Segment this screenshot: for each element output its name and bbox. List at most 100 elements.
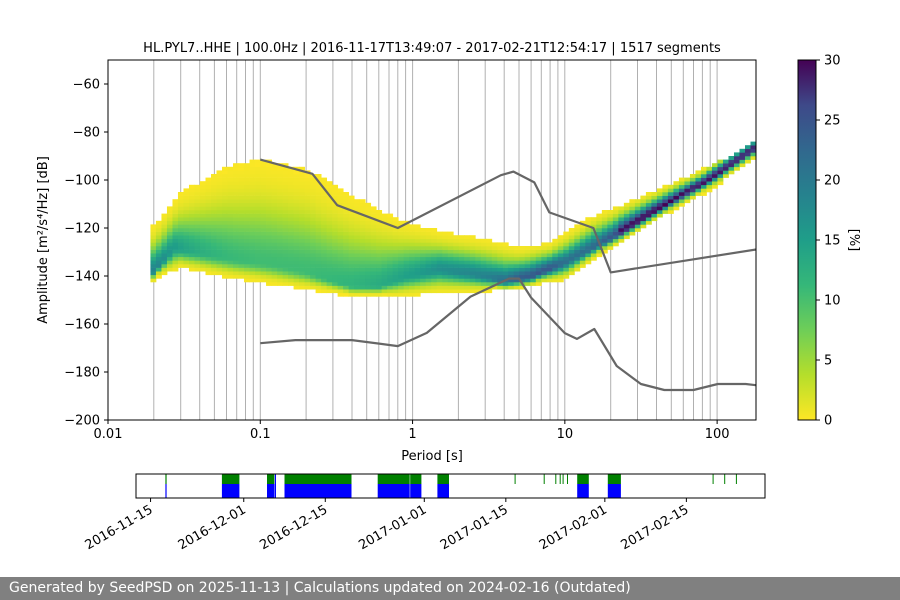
heatmap-cell [508,264,515,268]
heatmap-cell [689,177,696,182]
heatmap-cell [332,184,339,189]
heatmap-cell [161,256,168,261]
heatmap-cell [612,210,619,214]
heatmap-cell [420,238,427,243]
heatmap-cell [310,231,316,236]
heatmap-cell [348,285,355,290]
heatmap-cell [260,181,267,186]
heatmap-cell [150,264,157,268]
heatmap-cell [519,249,526,254]
heatmap-cell [585,235,592,240]
heatmap-cell [497,260,504,265]
heatmap-cell [155,267,162,272]
heatmap-cell [255,260,261,265]
heatmap-cell [376,260,383,265]
heatmap-cell [431,238,438,243]
heatmap-cell [590,220,597,225]
heatmap-cell [288,202,294,207]
heatmap-cell [381,228,388,232]
heatmap-cell [266,246,272,250]
heatmap-cell [662,199,669,204]
heatmap-cell [623,213,630,218]
heatmap-cell [321,278,328,283]
heatmap-cell [590,242,597,247]
heatmap-cell [244,195,250,200]
heatmap-cell [172,199,179,204]
heatmap-cell [684,184,691,189]
heatmap-cell [689,181,696,186]
heatmap-cell [469,238,476,243]
heatmap-cell [260,220,267,225]
heatmap-cell [651,217,658,222]
heatmap-cell [326,202,333,207]
heatmap-cell [387,289,394,294]
y-tick-label: −80 [73,126,100,141]
heatmap-cell [601,231,608,236]
heatmap-cell [194,199,201,204]
heatmap-cell [188,199,195,204]
heatmap-cell [332,220,339,225]
heatmap-cell [211,195,217,200]
heatmap-cell [211,199,217,204]
heatmap-cell [343,217,350,222]
heatmap-cell [596,246,603,250]
heatmap-cell [513,271,520,276]
heatmap-cell [541,260,548,265]
heatmap-cell [458,264,465,268]
used-tick [735,474,737,484]
heatmap-cell [480,253,487,258]
heatmap-cell [150,228,157,232]
heatmap-cell [453,267,460,272]
heatmap-cell [343,292,350,297]
heatmap-cell [359,260,366,265]
availability-timeline: 2016-11-15 2016-12-01 2016-12-15 2017-01-01… [83,473,766,553]
heatmap-cell [398,220,405,225]
heatmap-cell [365,289,372,294]
heatmap-cell [304,278,311,283]
heatmap-cell [596,235,603,240]
heatmap-cell [244,267,250,272]
heatmap-cell [166,217,173,222]
heatmap-cell [596,228,603,232]
heatmap-cell [370,224,377,229]
heatmap-cell [436,235,443,240]
heatmap-cell [255,278,261,283]
heatmap-cell [348,274,355,279]
heatmap-cell [601,213,608,218]
heatmap-cell [260,249,267,254]
heatmap-cell [640,202,647,207]
heatmap-cell [711,177,718,182]
heatmap-cell [354,249,361,254]
heatmap-cell [343,289,350,294]
heatmap-cell [728,166,735,171]
heatmap-cell [524,267,531,272]
heatmap-cell [233,177,239,182]
heatmap-cell [266,271,272,276]
heatmap-cell [271,264,278,268]
heatmap-cell [282,181,289,186]
heatmap-cell [282,271,289,276]
data-block [607,484,621,498]
heatmap-cell [249,271,256,276]
heatmap-cell [172,242,179,247]
heatmap-cell [387,217,394,222]
heatmap-cell [442,274,449,279]
heatmap-cell [431,271,438,276]
heatmap-cell [315,238,322,243]
heatmap-cell [266,202,272,207]
heatmap-cell [337,220,344,225]
heatmap-cell [497,256,504,261]
heatmap-cell [332,278,339,283]
heatmap-cell [177,260,184,265]
heatmap-cell [233,210,239,214]
heatmap-cell [486,264,493,268]
heatmap-cell [513,256,520,261]
heatmap-cell [420,289,427,294]
heatmap-cell [321,184,328,189]
nhnm-curve [260,158,756,274]
heatmap-cell [315,192,322,196]
x-tick-label: 100 [705,427,730,442]
heatmap-cell [216,246,223,250]
heatmap-cell [574,256,581,261]
heatmap-cell [629,206,636,211]
